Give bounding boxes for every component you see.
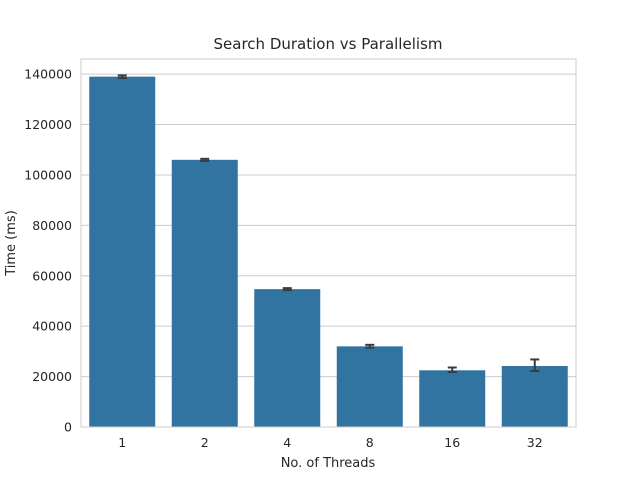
x-tick-label: 32 <box>527 435 543 450</box>
error-bar <box>117 74 127 79</box>
x-tick-label: 4 <box>283 435 291 450</box>
x-tick-label: 2 <box>201 435 209 450</box>
bars <box>89 76 568 428</box>
error-bars <box>117 74 540 374</box>
bar <box>501 366 568 427</box>
error-bar <box>200 157 210 162</box>
plot-frame <box>80 58 577 428</box>
y-tick-label: 0 <box>64 420 72 435</box>
plot-area <box>81 59 576 427</box>
y-tick-label: 60000 <box>32 268 72 283</box>
x-axis-label: No. of Threads <box>281 456 376 471</box>
bar <box>254 289 321 427</box>
y-tick-labels: 0 20000 40000 60000 80000 100000 120000 140000 <box>24 67 72 435</box>
y-tick-label: 20000 <box>32 369 72 384</box>
y-tick-label: 40000 <box>32 319 72 334</box>
x-tick-label: 8 <box>366 435 374 450</box>
error-bar <box>447 366 457 374</box>
x-tick-labels: 1 2 4 8 16 32 <box>118 435 542 450</box>
y-tick-label: 80000 <box>32 218 72 233</box>
bar <box>336 346 403 427</box>
error-bar <box>530 358 540 373</box>
y-tick-label: 100000 <box>24 167 72 182</box>
bar <box>89 76 156 428</box>
y-tick-label: 140000 <box>24 67 72 82</box>
error-bar <box>282 287 292 292</box>
x-tick-label: 1 <box>118 435 126 450</box>
bar <box>419 370 486 427</box>
x-tick-label: 16 <box>444 435 460 450</box>
y-axis-label: Time (ms) <box>4 210 19 277</box>
error-bar <box>365 343 375 349</box>
chart-title: Search Duration vs Parallelism <box>214 35 443 53</box>
y-tick-label: 120000 <box>24 117 72 132</box>
bar <box>171 159 238 428</box>
